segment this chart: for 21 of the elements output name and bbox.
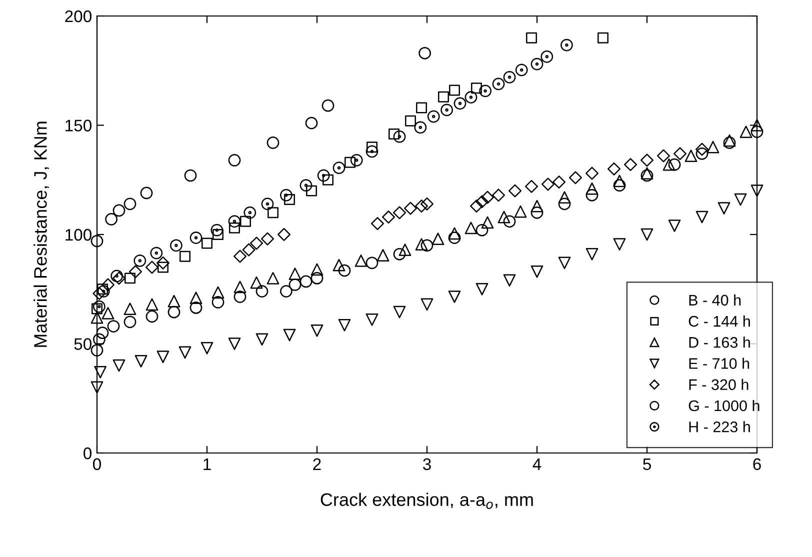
legend-label: B - 40 h xyxy=(689,294,741,306)
x-tick-label: 5 xyxy=(643,458,651,470)
x-tick-label: 4 xyxy=(532,458,542,470)
y-axis-title: Material Resistance, J, KNm xyxy=(34,122,50,347)
x-tick-label: 6 xyxy=(753,458,761,470)
legend-label: G - 1000 h xyxy=(688,400,760,412)
x-tick-label: 0 xyxy=(93,458,101,470)
x-tick-label: 1 xyxy=(204,458,211,470)
y-tick-label: 100 xyxy=(66,228,92,241)
legend-label: H - 223 h xyxy=(689,421,750,432)
legend-label: C - 144 h xyxy=(688,316,750,327)
x-tick-label: 3 xyxy=(423,458,431,470)
x-tick-label: 2 xyxy=(313,458,321,470)
y-tick-label: 0 xyxy=(84,447,92,460)
legend-label: D - 163 h xyxy=(689,336,750,348)
y-tick-label: 200 xyxy=(65,10,92,22)
y-tick-label: 150 xyxy=(66,120,92,132)
legend-label: F - 320 h xyxy=(689,378,748,390)
y-tick-label: 50 xyxy=(74,338,92,350)
x-axis-title: Crack extension, a-a$_{o}$, mm xyxy=(320,492,533,509)
legend-label: E - 710 h xyxy=(689,358,750,369)
